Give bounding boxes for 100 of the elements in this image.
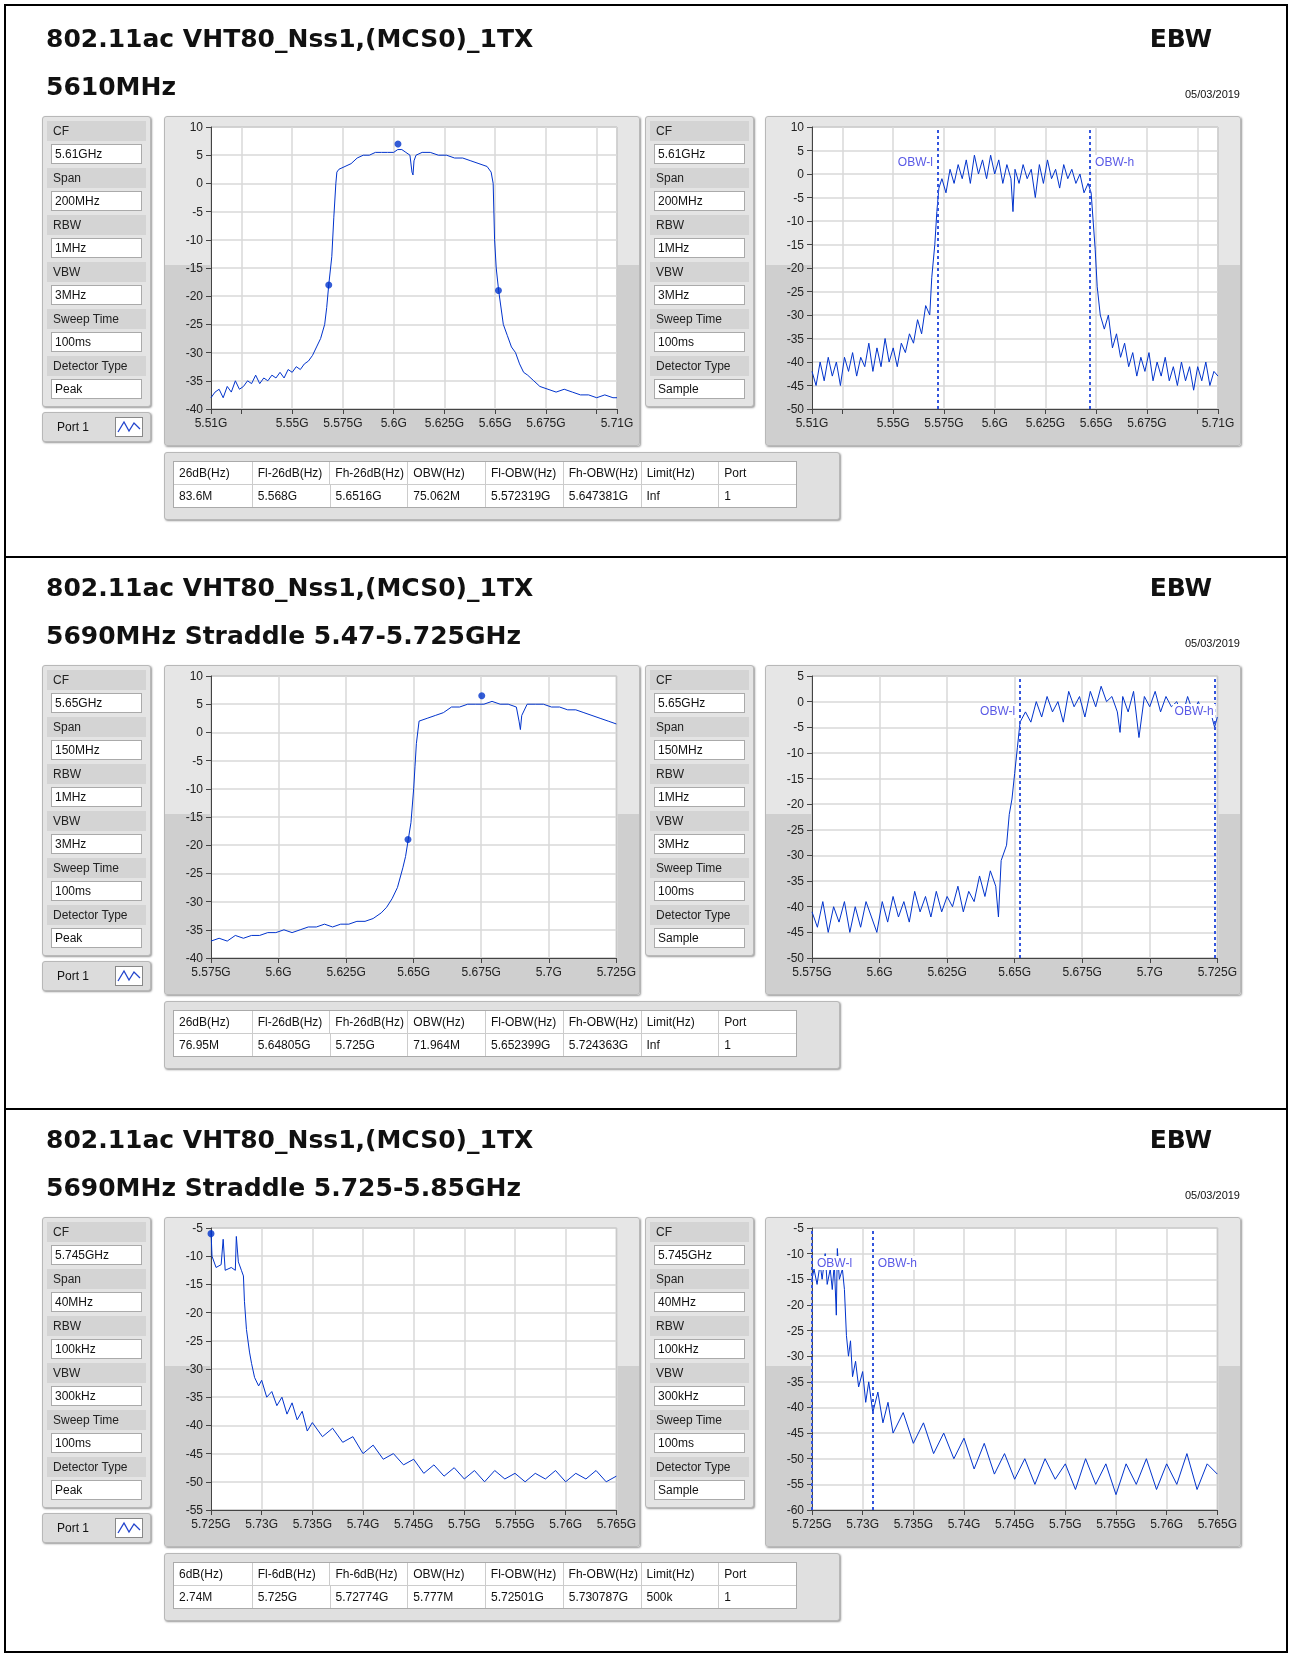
text: RBW [650,1316,749,1336]
y-tick-label: -55 [185,1503,204,1517]
line-series [811,685,1218,933]
text: 3MHz [654,285,745,305]
y-tick-label: -40 [786,1400,805,1415]
point [325,281,333,289]
text: 802.11ac VHT80_Nss1,(MCS0)_1TX [46,1125,534,1154]
y-tick-label: 10 [790,120,805,134]
x-tick-label: 5.76G [549,1517,583,1531]
y-tick-label: 5 [196,697,204,712]
y-tick-label: -10 [786,745,805,760]
x-tick-label: 5.625G [927,965,967,979]
text: 5.568G [251,485,330,507]
y-tick-label: -10 [185,781,204,796]
y-tick-label: -20 [786,261,805,275]
ref-line-label: OBW-l [980,704,1016,718]
text: 100ms [51,332,142,352]
text: VBW [650,262,749,282]
text: Fl-26dB(Hz) [251,462,330,484]
text: 83.6M [178,488,214,505]
text: 5.724363G [562,1034,641,1056]
y-tick-label: -15 [786,771,805,786]
text: 1 [718,485,796,507]
y-tick-label: 0 [196,725,204,740]
y-tick-label: 5 [797,143,805,158]
text: Fh-6dB(Hz) [329,1563,408,1585]
y-tick-label: -5 [192,753,204,768]
text: 802.11ac VHT80_Nss1,(MCS0)_1TX [46,573,534,602]
text: RBW [47,764,146,784]
y-tick-label: -30 [185,345,204,360]
x-tick-label: 5.725G [792,1517,832,1531]
x-tick-label: 5.625G [326,965,366,979]
text: Sweep Time [47,309,146,329]
text: 05/03/2019 [1184,1189,1240,1201]
text: 5.72774G [329,1586,408,1608]
x-tick-label: 5.65G [478,416,512,430]
y-tick-label: -10 [185,232,204,247]
text: Peak [51,379,142,399]
x-tick-label: 5.575G [191,965,231,979]
y-tick-label: -5 [793,1221,805,1235]
text: RBW [650,215,749,235]
text: CF [650,121,749,141]
text: 200MHz [51,191,142,211]
text: 5.777M [407,1586,485,1608]
y-tick-label: -35 [786,1374,805,1389]
text: CF [47,1222,146,1242]
text: 3MHz [51,834,142,854]
text: 5610MHz [46,72,176,101]
x-tick-label: 5.675G [1127,416,1167,430]
y-tick-label: -35 [786,874,805,889]
x-tick-label: 5.71G [1201,416,1235,430]
text: 1 [718,1034,796,1056]
y-tick-label: -25 [185,1333,204,1348]
y-tick-label: -50 [786,1451,805,1466]
text: 5.72501G [485,1586,563,1608]
x-tick-label: 5.65G [397,965,431,979]
x-tick-label: 5.75G [447,1517,481,1531]
text: Detector Type [650,905,749,925]
x-tick-label: 5.65G [998,965,1032,979]
text: 5.652399G [485,1034,563,1056]
text: Fl-OBW(Hz) [485,1011,563,1033]
y-tick-label: -25 [786,1323,805,1338]
text: 200MHz [654,191,745,211]
text: 75.062M [407,485,485,507]
y-tick-label: -30 [786,1349,805,1364]
x-tick-label: 5.6G [380,416,407,430]
text: 5.64805G [251,1034,330,1056]
y-tick-label: -35 [786,331,805,346]
line-series [811,1248,1218,1496]
text: 5.725G [329,1034,408,1056]
x-tick-label: 5.575G [924,416,964,430]
text: 1MHz [654,787,745,807]
x-tick-label: 5.55G [275,416,309,430]
text: Detector Type [47,1457,146,1477]
ref-line-label: OBW-h [877,1256,917,1270]
text: 40MHz [51,1292,142,1312]
text: Sweep Time [650,1410,749,1430]
text: CF [47,121,146,141]
text: 76.95M [178,1037,221,1054]
x-tick-label: 5.6G [866,965,893,979]
y-tick-label: -25 [185,866,204,881]
x-tick-label: 5.675G [526,416,566,430]
y-tick-label: -45 [185,1446,204,1461]
text: 05/03/2019 [1184,88,1240,100]
x-tick-label: 5.6G [981,416,1008,430]
text: Detector Type [47,356,146,376]
y-tick-label: 10 [189,120,204,134]
y-tick-label: -35 [185,1390,204,1405]
text: 150MHz [654,740,745,760]
text: 100kHz [51,1339,142,1359]
text: RBW [650,764,749,784]
text: CF [47,670,146,690]
y-tick-label: 10 [189,669,204,683]
text: 5690MHz Straddle 5.725-5.85GHz [46,1173,521,1202]
y-tick-label: -55 [786,1477,805,1492]
text: Sweep Time [47,858,146,878]
text: 6dB(Hz) [178,1566,224,1583]
y-tick-label: -25 [185,317,204,332]
text: 100ms [654,1433,745,1453]
text: Fh-26dB(Hz) [329,462,408,484]
